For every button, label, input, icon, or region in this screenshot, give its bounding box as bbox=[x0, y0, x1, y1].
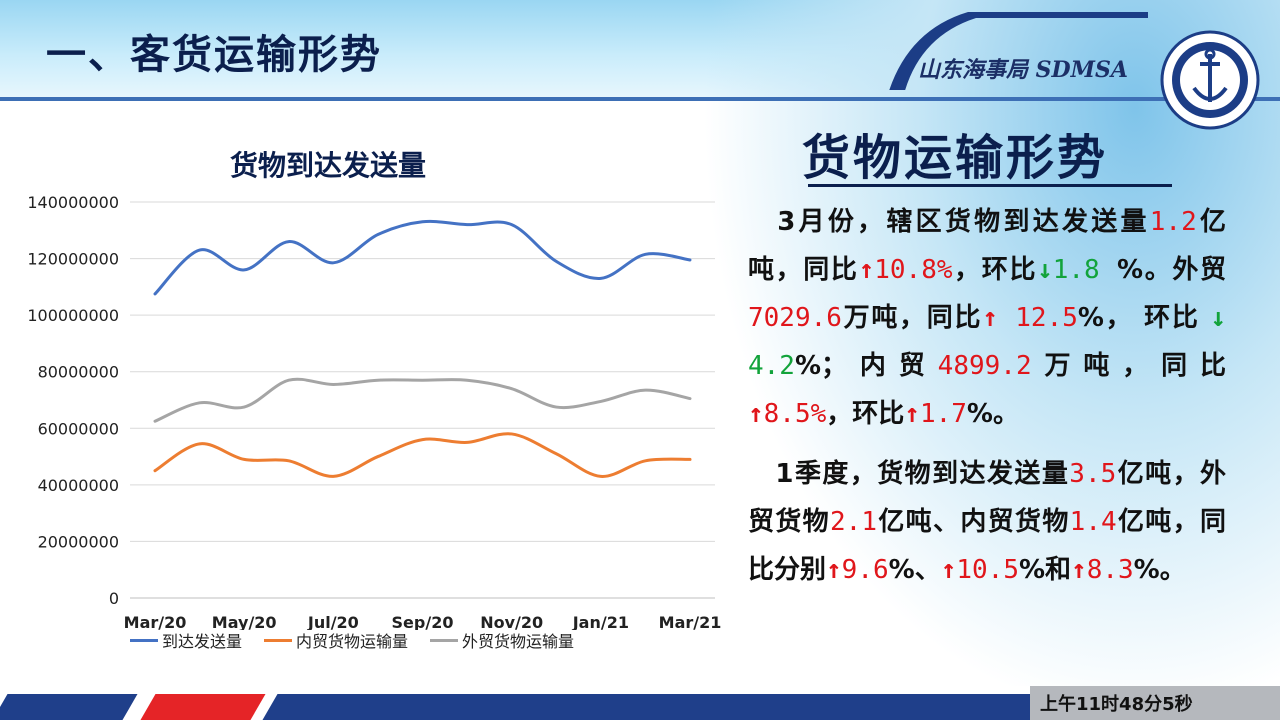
msa-emblem-icon bbox=[1160, 30, 1260, 130]
x-tick-label: Sep/20 bbox=[392, 613, 454, 630]
chart-title: 货物到达发送量 bbox=[230, 149, 427, 182]
x-tick-label: Mar/20 bbox=[124, 613, 187, 630]
highlight-value: 8.5% bbox=[763, 399, 827, 429]
text-run: %， 环比 bbox=[1077, 303, 1211, 333]
highlight-value: 10.5 bbox=[956, 555, 1019, 585]
y-tick-label: 140000000 bbox=[27, 193, 119, 212]
legend-item: 到达发送量 bbox=[130, 628, 242, 652]
y-tick-label: 20000000 bbox=[38, 532, 119, 551]
text-run: 亿吨，同比 bbox=[748, 207, 1226, 285]
text-run: 亿吨，同比分别 bbox=[748, 507, 1226, 585]
summary-paragraph-quarterly: 1季度，货物到达发送量3.5亿吨，外贸货物2.1亿吨、内贸货物1.4亿吨，同比分… bbox=[748, 450, 1226, 594]
text-run: %。 bbox=[1133, 555, 1186, 585]
legend-swatch bbox=[430, 638, 459, 642]
y-tick-label: 100000000 bbox=[27, 306, 119, 325]
chart-legend: 到达发送量 内贸货物运输量 外贸货物运输量 bbox=[130, 628, 574, 652]
arrow-down-icon: ↓ bbox=[1210, 303, 1226, 333]
text-run: ，环比 bbox=[952, 255, 1038, 285]
y-tick-label: 120000000 bbox=[27, 250, 119, 269]
legend-label: 外贸货物运输量 bbox=[462, 632, 575, 651]
highlight-value: 1.8 bbox=[1052, 255, 1118, 285]
highlight-value: 3.5 bbox=[1069, 459, 1117, 489]
text-run: 3月份，辖区货物到达发送量 bbox=[748, 207, 1150, 237]
text-run: %、 bbox=[888, 555, 941, 585]
series-line-2 bbox=[153, 432, 692, 478]
footer-bar: 上午11时48分5秒 bbox=[0, 686, 1280, 720]
brand-text: 山东海事局 SDMSA bbox=[918, 57, 1128, 83]
arrow-up-icon: ↑ bbox=[748, 399, 764, 429]
legend-label: 到达发送量 bbox=[162, 632, 243, 651]
arrow-up-icon: ↑ bbox=[940, 555, 957, 585]
arrow-up-icon: ↑ bbox=[982, 303, 998, 333]
highlight-value: 7029.6 bbox=[748, 303, 842, 333]
header-rule bbox=[0, 97, 1280, 101]
highlight-value: 4899.2 bbox=[937, 351, 1032, 381]
x-tick-label: Mar/21 bbox=[659, 613, 722, 630]
legend-label: 内贸货物运输量 bbox=[296, 632, 409, 651]
legend-swatch bbox=[130, 638, 158, 642]
highlight-value: 9.6 bbox=[841, 555, 889, 585]
highlight-value: 1.2 bbox=[1149, 207, 1197, 237]
highlight-value: 8.3 bbox=[1086, 555, 1134, 585]
highlight-value: 1.4 bbox=[1069, 507, 1117, 537]
highlight-value: 12.5 bbox=[997, 303, 1078, 333]
legend-item: 外贸货物运输量 bbox=[430, 628, 574, 652]
legend-item: 内贸货物运输量 bbox=[264, 628, 408, 652]
x-tick-label: May/20 bbox=[212, 613, 277, 630]
highlight-value: 2.1 bbox=[830, 507, 877, 537]
arrow-up-icon: ↑ bbox=[904, 399, 920, 429]
x-tick-label: Jan/21 bbox=[572, 613, 629, 630]
text-run: %和 bbox=[1018, 555, 1072, 585]
text-run: %。外贸 bbox=[1117, 255, 1226, 285]
y-tick-label: 40000000 bbox=[38, 476, 119, 495]
text-run: 万吨，同比 bbox=[841, 303, 983, 333]
text-run: 1季度，货物到达发送量 bbox=[748, 459, 1070, 489]
summary-paragraph-monthly: 3月份，辖区货物到达发送量1.2亿吨，同比↑10.8%，环比↓1.8 %。外贸7… bbox=[748, 198, 1226, 438]
section-title-underline bbox=[808, 184, 1172, 187]
arrow-up-icon: ↑ bbox=[858, 255, 875, 285]
text-run: %；内贸 bbox=[794, 351, 938, 381]
series-line-1 bbox=[153, 219, 692, 296]
x-tick-label: Nov/20 bbox=[480, 613, 543, 630]
y-tick-label: 60000000 bbox=[38, 419, 119, 438]
text-run: %。 bbox=[966, 399, 1019, 429]
arrow-up-icon: ↑ bbox=[1071, 555, 1087, 585]
line-chart: 0 20000000 40000000 60000000 80000000 1000000… bbox=[27, 193, 722, 630]
section-title: 货物运输形势 bbox=[802, 130, 1109, 186]
y-tick-label: 0 bbox=[109, 589, 119, 608]
series-line-3 bbox=[153, 377, 692, 423]
timestamp: 上午11时48分5秒 bbox=[1040, 694, 1193, 715]
highlight-value: 1.7 bbox=[919, 399, 967, 429]
legend-swatch bbox=[264, 638, 293, 642]
x-tick-label: Jul/20 bbox=[307, 613, 359, 630]
page-title: 一、客货运输形势 bbox=[46, 32, 382, 78]
text-run: ，环比 bbox=[826, 399, 905, 429]
text-run: 万吨，同比 bbox=[1031, 351, 1226, 381]
arrow-down-icon: ↓ bbox=[1037, 255, 1053, 285]
summary-text: 3月份，辖区货物到达发送量1.2亿吨，同比↑10.8%，环比↓1.8 %。外贸7… bbox=[748, 198, 1226, 594]
text-run: 亿吨、内贸货物 bbox=[876, 507, 1070, 537]
y-tick-label: 80000000 bbox=[38, 363, 119, 382]
highlight-value: 10.8% bbox=[874, 255, 953, 285]
highlight-value: 4.2 bbox=[748, 351, 795, 381]
text-run: 亿吨，外贸货物 bbox=[748, 459, 1226, 537]
arrow-up-icon: ↑ bbox=[826, 555, 842, 585]
